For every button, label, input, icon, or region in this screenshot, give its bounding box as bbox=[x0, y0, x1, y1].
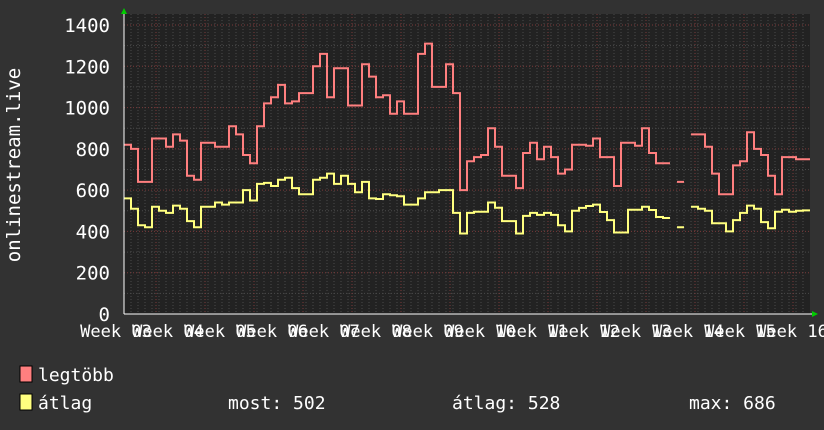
y-axis-label: onlinestream.live bbox=[3, 68, 25, 262]
series-lines bbox=[124, 42, 810, 235]
y-tick-label: 1200 bbox=[64, 56, 110, 78]
legend-label-avg: átlag bbox=[38, 393, 92, 414]
x-tick-label: Week 16 bbox=[756, 322, 824, 342]
y-axis-ticks: 0 200 400 600 800 1000 1200 1400 bbox=[64, 15, 110, 326]
series-line-max bbox=[124, 42, 810, 196]
legend-label-max: legtöbb bbox=[38, 365, 114, 386]
x-tick-label: Week 12 bbox=[548, 322, 620, 342]
x-axis-arrow-icon bbox=[812, 311, 818, 317]
x-tick-label: Week 05 bbox=[184, 322, 256, 342]
stat-current: most: 502 bbox=[228, 393, 326, 414]
stat-average: átlag: 528 bbox=[452, 393, 560, 414]
y-tick-label: 0 bbox=[99, 304, 110, 326]
x-tick-label: Week 11 bbox=[496, 322, 568, 342]
x-tick-label: Week 08 bbox=[340, 322, 412, 342]
x-tick-label: Week 09 bbox=[392, 322, 464, 342]
x-tick-label: Week 07 bbox=[288, 322, 360, 342]
x-tick-label: Week 13 bbox=[600, 322, 672, 342]
y-tick-label: 1000 bbox=[64, 98, 110, 120]
stat-max: max: 686 bbox=[689, 393, 776, 414]
legend-swatch-avg bbox=[19, 393, 33, 411]
x-tick-label: Week 03 bbox=[80, 322, 152, 342]
legend: legtöbb átlag most: 502 átlag: 528 max: … bbox=[19, 365, 776, 414]
series-line-average bbox=[124, 172, 810, 235]
x-tick-label: Week 06 bbox=[236, 322, 308, 342]
legend-swatch-max bbox=[19, 365, 33, 383]
x-tick-label: Week 04 bbox=[132, 322, 204, 342]
x-tick-label: Week 15 bbox=[704, 322, 776, 342]
y-tick-label: 400 bbox=[76, 221, 110, 243]
x-tick-label: Week 10 bbox=[444, 322, 516, 342]
y-axis-arrow-icon bbox=[121, 8, 127, 14]
y-tick-label: 1400 bbox=[64, 15, 110, 37]
y-tick-label: 800 bbox=[76, 139, 110, 161]
y-tick-label: 200 bbox=[76, 263, 110, 285]
x-tick-label: Week 14 bbox=[652, 322, 724, 342]
y-tick-label: 600 bbox=[76, 180, 110, 202]
